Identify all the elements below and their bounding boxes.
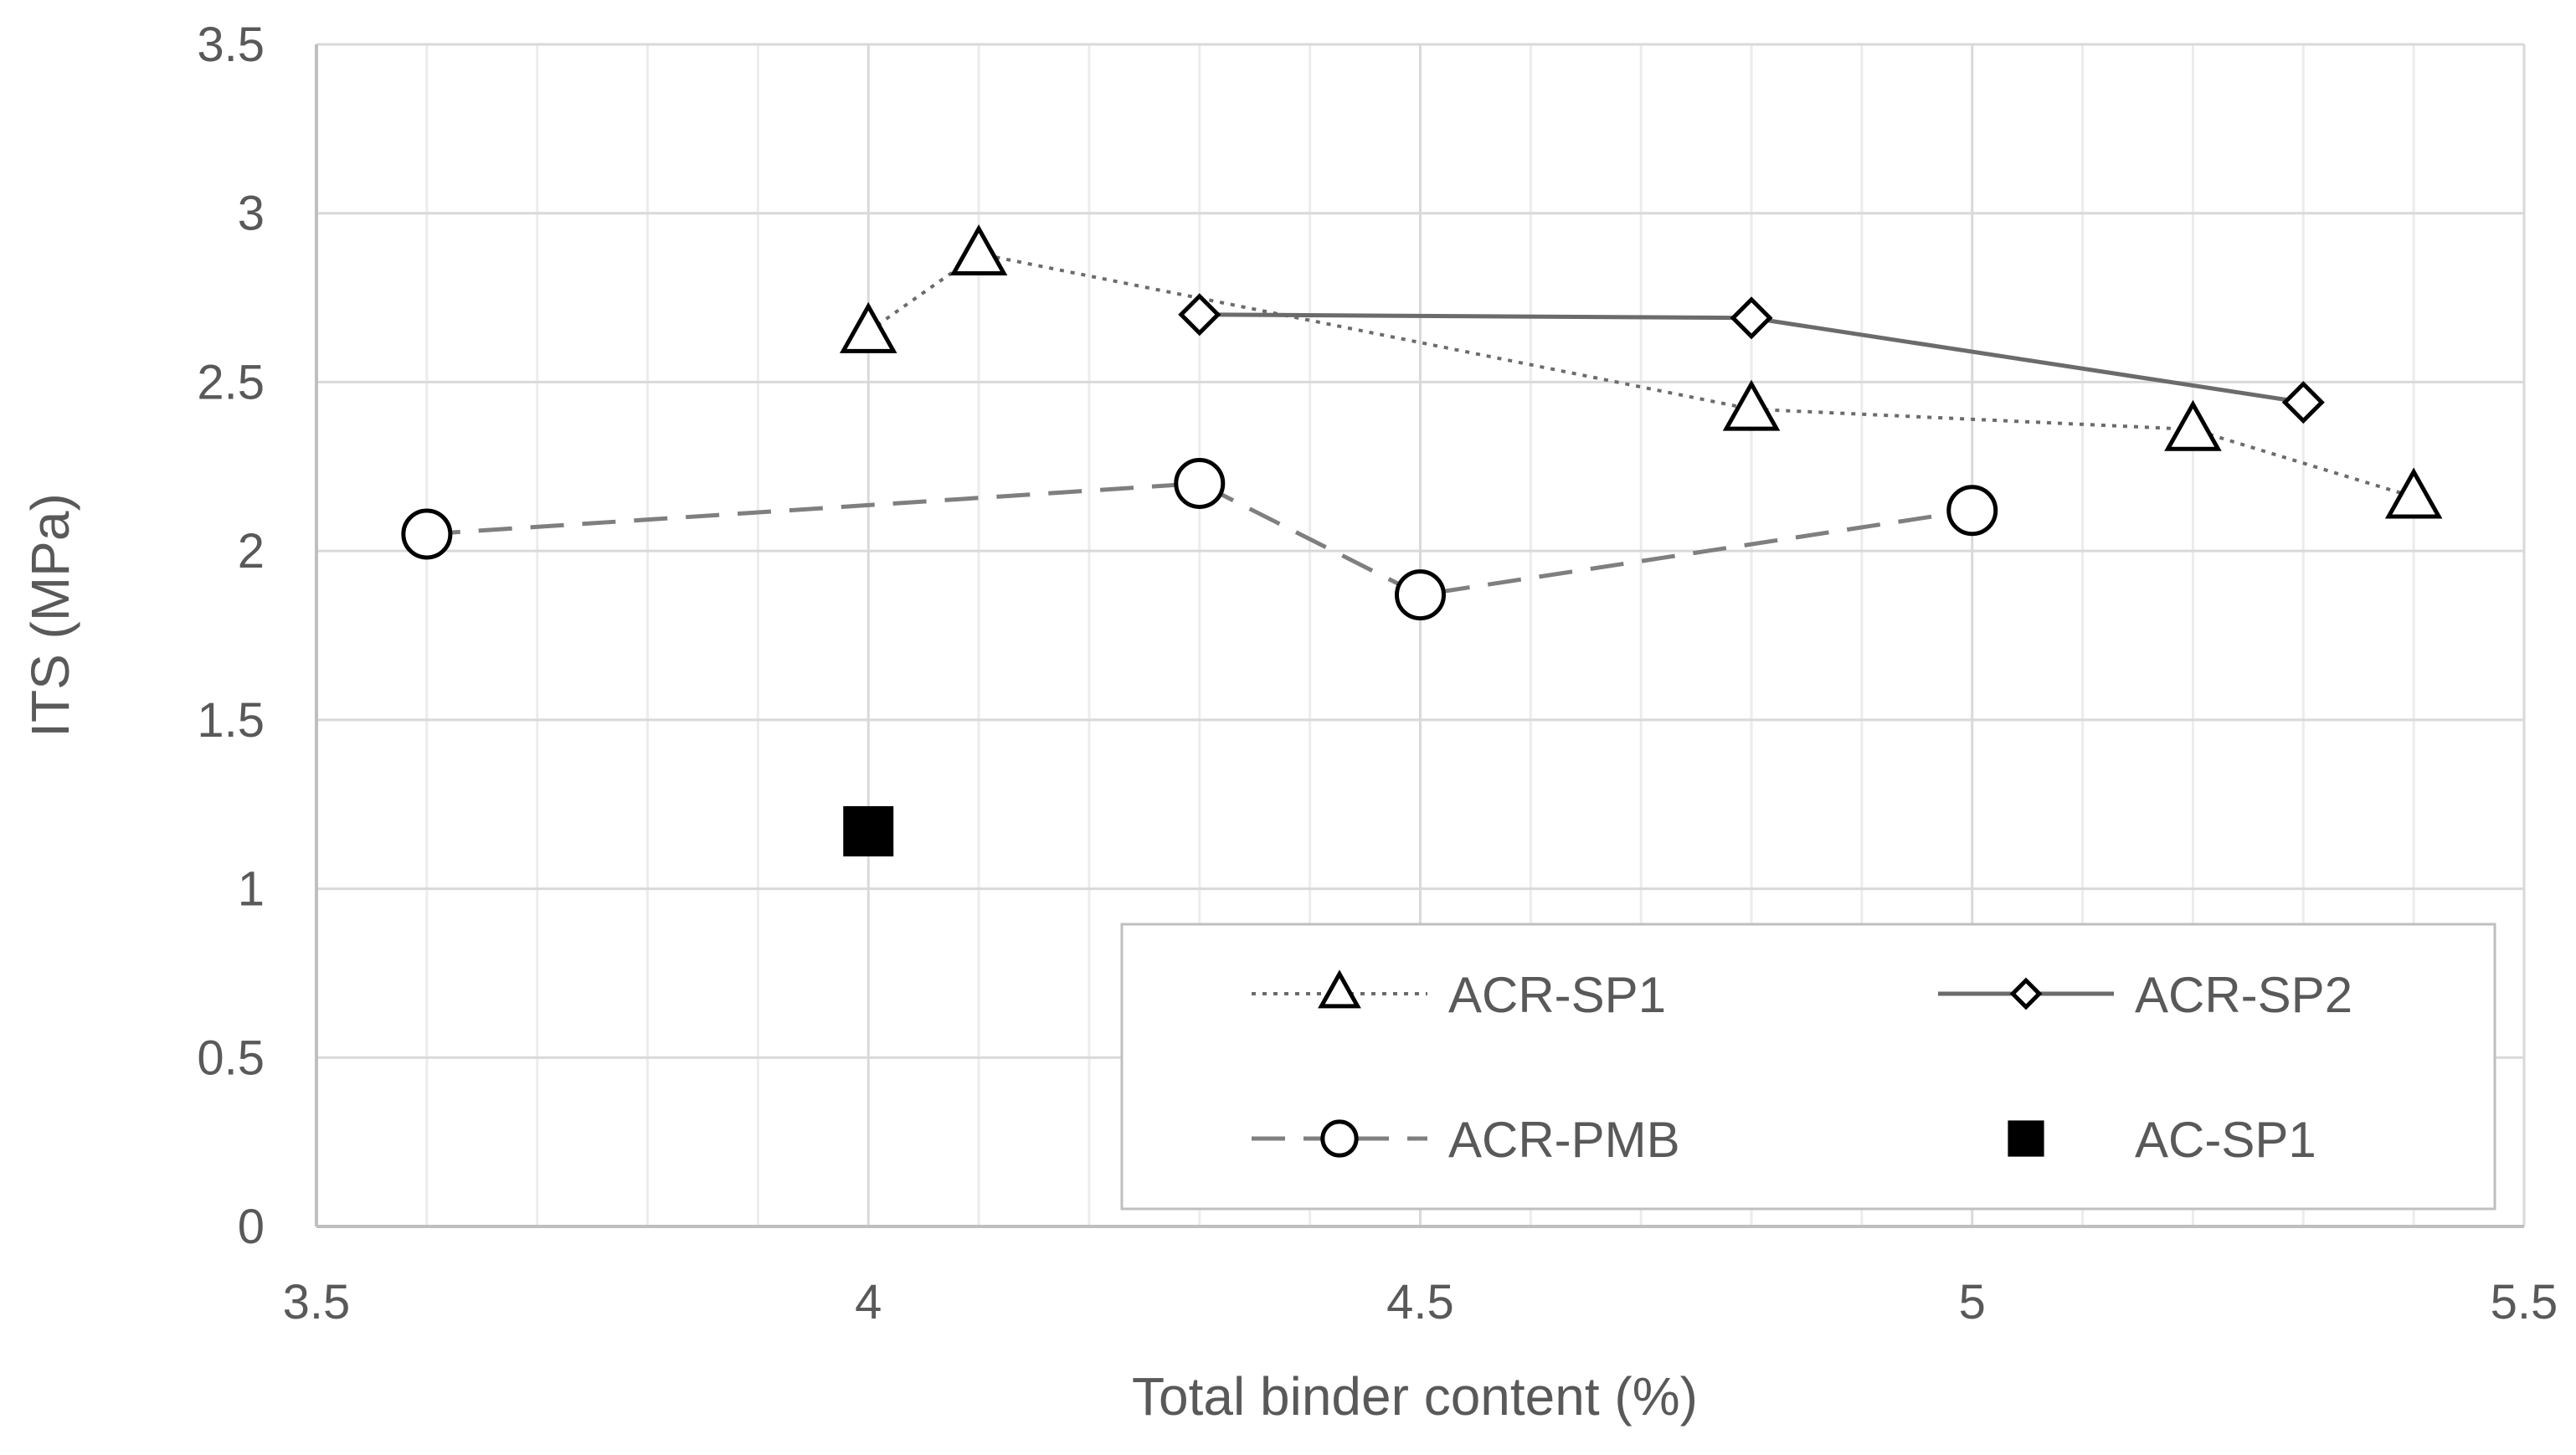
diamond-marker	[2009, 977, 2043, 1010]
x-tick-label: 4.5	[1386, 1275, 1454, 1329]
x-axis-title: Total binder content (%)	[1132, 1366, 1698, 1427]
y-tick-label: 0.5	[197, 1031, 265, 1085]
x-tick-label: 4	[855, 1275, 882, 1329]
circle-marker	[1320, 1119, 1359, 1158]
y-tick-labels: 0 0.5 1 1.5 2 2.5 3 3.5	[197, 18, 265, 1254]
legend-box	[1120, 923, 2496, 1211]
series-line	[426, 481, 1973, 598]
legend: ACR-SP1 ACR-SP2 ACR-PMB AC-SP1	[1120, 923, 2496, 1211]
x-tick-labels: 3.5 4 4.5 5 5.5	[283, 1275, 2558, 1329]
circle-marker	[1395, 569, 1446, 621]
series-markers	[401, 224, 2443, 856]
legend-label: ACR-SP1	[1448, 967, 1666, 1023]
square-marker	[843, 805, 894, 856]
triangle-marker	[949, 224, 1008, 276]
diamond-marker	[1730, 296, 1773, 340]
y-tick-label: 3.5	[197, 18, 265, 72]
plot-axes	[315, 44, 2524, 1228]
legend-label: AC-SP1	[2135, 1112, 2316, 1168]
triangle-marker	[1722, 379, 1781, 431]
y-tick-label: 1.5	[197, 693, 265, 748]
circle-marker	[401, 508, 453, 560]
y-axis-title: ITS (MPa)	[20, 493, 80, 738]
square-marker	[2008, 1120, 2044, 1157]
circle-marker	[1174, 457, 1226, 509]
diamond-marker	[1178, 293, 1221, 337]
triangle-marker	[2384, 467, 2443, 519]
legend-label: ACR-SP2	[2135, 967, 2352, 1023]
y-tick-label: 3	[238, 187, 265, 241]
circle-marker	[1946, 485, 1998, 537]
series-line	[867, 251, 2414, 499]
y-tick-label: 1	[238, 862, 265, 917]
triangle-marker	[2164, 399, 2222, 451]
triangle-marker	[1318, 969, 1361, 1009]
y-tick-label: 0	[238, 1200, 265, 1254]
x-tick-label: 3.5	[283, 1275, 351, 1329]
diamond-marker	[2281, 381, 2325, 424]
triangle-marker	[839, 301, 897, 353]
legend-label: ACR-PMB	[1448, 1112, 1680, 1168]
x-tick-label: 5.5	[2491, 1275, 2558, 1329]
x-tick-label: 5	[1959, 1275, 1986, 1329]
y-tick-label: 2	[238, 524, 265, 578]
y-tick-label: 2.5	[197, 355, 265, 409]
